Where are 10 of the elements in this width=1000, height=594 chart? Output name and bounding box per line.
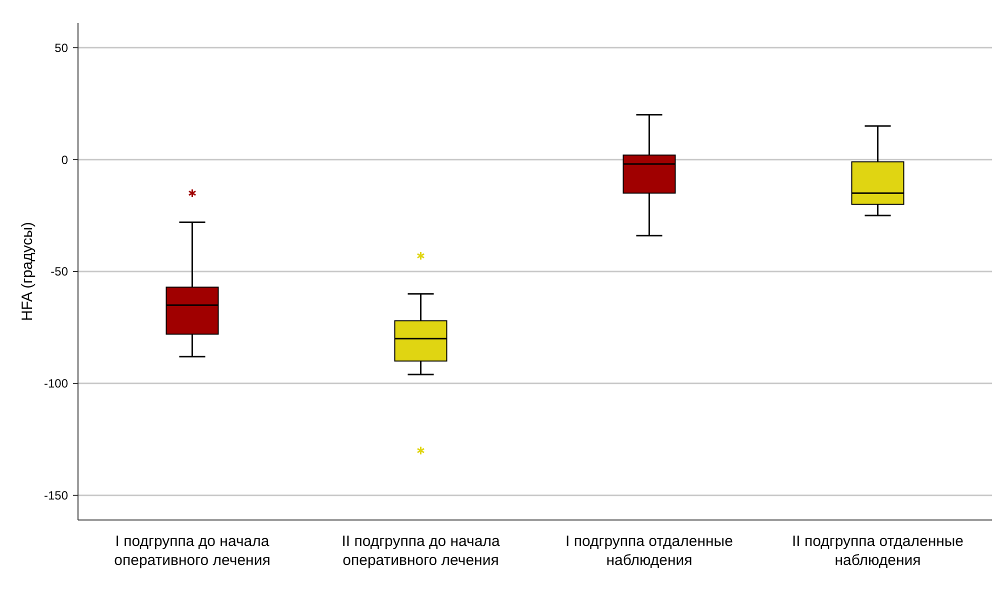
x-tick-label: I подгруппа отдаленные наблюдения <box>566 533 733 569</box>
y-tick-label: -100 <box>44 376 68 391</box>
y-tick-label: 0 <box>61 152 68 167</box>
y-tick-label: -150 <box>44 488 68 503</box>
x-tick-label: II подгруппа до начала оперативного лечения <box>342 533 500 569</box>
y-axis-title: HFA (градусы) <box>19 222 36 322</box>
y-tick-label: -50 <box>50 264 68 279</box>
y-tick-label: 50 <box>54 40 68 55</box>
x-tick-label: II подгруппа отдаленные наблюдения <box>792 533 964 569</box>
x-tick-label: I подгруппа до начала оперативного лечения <box>114 533 270 569</box>
